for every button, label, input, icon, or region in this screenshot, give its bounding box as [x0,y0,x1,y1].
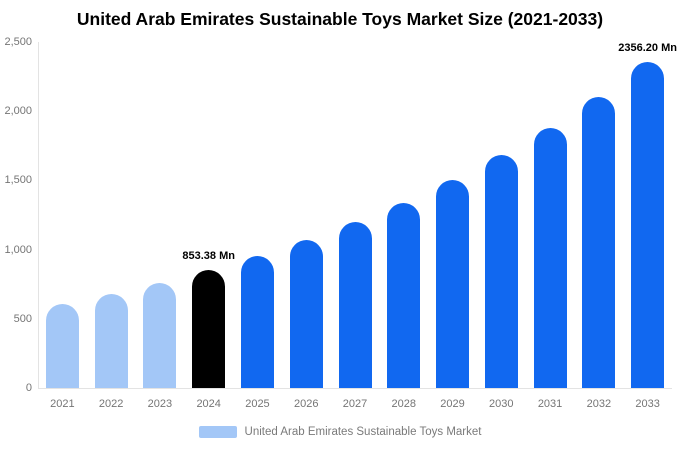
chart-title: United Arab Emirates Sustainable Toys Ma… [76,9,604,29]
x-axis-tick-label: 2022 [98,398,124,410]
x-axis-tick-label: 2027 [342,398,368,410]
y-axis-tick-label: 500 [13,312,32,325]
x-axis-tick-label: 2031 [537,398,563,410]
y-axis-tick-label: 1,500 [4,174,32,187]
legend-item[interactable]: United Arab Emirates Sustainable Toys Ma… [0,426,680,438]
bar-2027 [338,222,372,388]
y-axis-line [38,42,39,388]
x-axis-line [38,388,672,389]
bar-2028 [387,202,421,388]
bar-2024 [192,269,226,388]
bar-2025 [240,255,274,388]
x-axis-tick-label: 2024 [196,398,221,410]
bar-value-label: 853.38 Mn [182,249,235,262]
y-axis-tick-label: 2,500 [4,36,32,48]
x-axis-tick-label: 2025 [245,398,270,410]
x-axis-tick-label: 2026 [293,398,319,410]
bar-2033 [631,61,665,388]
x-axis-tick-label: 2029 [440,398,465,410]
legend-label: United Arab Emirates Sustainable Toys Ma… [244,426,482,438]
bar-2026 [289,239,323,388]
x-axis-tick-label: 2033 [635,398,660,410]
bar-value-label: 2356.20 Mn [618,41,677,54]
bar-2030 [484,155,518,388]
bar-2031 [533,127,567,388]
y-axis-tick-label: 2,000 [4,105,32,118]
x-axis-tick-label: 2032 [586,398,612,410]
bar-2021 [45,303,79,388]
x-axis-tick-label: 2023 [147,398,173,410]
legend-swatch [198,426,237,438]
bar-2032 [582,96,616,388]
bar-2023 [143,282,177,388]
y-axis-tick-label: 1,000 [4,243,32,256]
y-axis-tick-label: 0 [25,382,32,394]
x-axis-tick-label: 2030 [489,398,514,410]
bar-2029 [436,180,470,388]
x-axis-tick-label: 2028 [391,398,416,410]
x-axis-tick-label: 2021 [50,398,75,410]
bar-2022 [94,293,128,388]
